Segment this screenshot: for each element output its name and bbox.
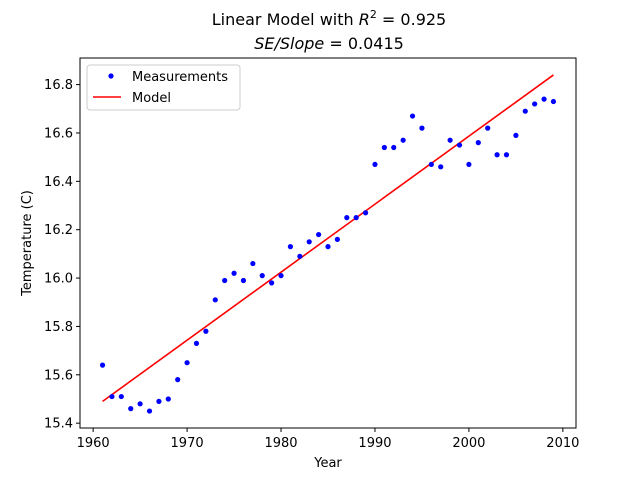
- measurement-point: [409, 113, 416, 119]
- y-tick-label: 16.4: [44, 175, 73, 190]
- measurement-point: [466, 161, 472, 168]
- y-tick-label: 16.8: [44, 78, 73, 93]
- chart-title-line-2: SE/Slope = 0.0415: [254, 34, 404, 53]
- measurement-point: [297, 253, 303, 259]
- measurement-point: [353, 215, 359, 221]
- chart-title-line-1: Linear Model with R2 = 0.925: [212, 8, 446, 29]
- y-axis: 15.4 15.6 15.8 16.0 16.2 16.4 16.6 16.8: [44, 78, 80, 432]
- x-axis: 1960 1970 1980 1990 2000 2010: [77, 428, 579, 451]
- measurement-point: [513, 132, 519, 138]
- y-tick-label: 15.8: [44, 320, 73, 335]
- measurement-point: [250, 260, 256, 267]
- measurement-point: [118, 393, 124, 400]
- x-tick-label: 1970: [171, 436, 204, 451]
- model-line: [102, 74, 554, 403]
- x-tick-label: 1960: [77, 436, 110, 451]
- measurement-point: [532, 101, 538, 107]
- measurement-point: [212, 297, 218, 303]
- y-tick-label: 16.6: [44, 126, 73, 141]
- x-tick-label: 2010: [546, 436, 579, 451]
- legend-label-measurements: Measurements: [132, 70, 228, 85]
- measurement-point: [419, 125, 425, 131]
- measurement-point: [109, 393, 115, 400]
- x-tick-label: 2000: [452, 436, 485, 451]
- measurement-point: [259, 273, 265, 279]
- measurement-point: [522, 108, 528, 114]
- measurement-point: [193, 340, 200, 346]
- model-layer: [102, 74, 554, 403]
- measurement-point: [541, 96, 547, 102]
- y-tick-label: 16.0: [44, 272, 73, 287]
- measurement-point: [269, 280, 275, 286]
- measurement-point: [128, 406, 134, 412]
- measurement-point: [287, 244, 294, 250]
- measurement-point: [184, 360, 190, 366]
- measurement-point: [165, 396, 171, 402]
- legend: Measurements Model: [86, 64, 241, 111]
- x-tick-label: 1980: [264, 436, 297, 451]
- measurement-point: [278, 273, 284, 279]
- measurement-point: [494, 152, 500, 158]
- measurement-point: [175, 377, 181, 383]
- x-tick-label: 1990: [358, 436, 391, 451]
- measurement-point: [203, 328, 209, 334]
- measurement-point: [316, 231, 322, 238]
- measurement-point: [325, 244, 331, 250]
- measurement-point: [391, 144, 397, 151]
- measurement-point: [137, 401, 143, 407]
- measurement-point: [231, 270, 237, 276]
- measurement-point: [447, 137, 453, 143]
- measurement-point: [99, 362, 106, 368]
- plot-frame: [79, 57, 577, 429]
- measurement-point: [156, 398, 162, 404]
- measurement-point: [438, 164, 444, 170]
- y-tick-label: 16.2: [44, 223, 73, 238]
- legend-marker-measurements: [108, 73, 114, 79]
- y-tick-label: 15.4: [44, 417, 73, 432]
- measurement-point: [381, 144, 387, 151]
- measurement-point: [334, 236, 340, 242]
- y-axis-label: Temperature (C): [20, 190, 35, 297]
- measurement-point: [475, 140, 481, 146]
- measurement-point: [503, 152, 510, 158]
- measurement-point: [306, 239, 312, 245]
- legend-label-model: Model: [132, 91, 171, 106]
- measurement-point: [372, 161, 378, 168]
- measurement-point: [146, 408, 153, 414]
- measurement-point: [428, 161, 434, 168]
- measurement-point: [222, 277, 228, 284]
- legend-box: [86, 64, 241, 111]
- x-axis-label: Year: [313, 456, 342, 471]
- measurement-point: [240, 277, 247, 284]
- measurement-point: [362, 210, 369, 216]
- measurement-point: [485, 125, 491, 131]
- measurement-point: [550, 98, 557, 105]
- measurement-point: [344, 215, 350, 221]
- measurement-point: [456, 142, 463, 148]
- points-layer: [99, 96, 557, 414]
- y-tick-label: 15.6: [44, 368, 73, 383]
- measurement-point: [400, 137, 406, 143]
